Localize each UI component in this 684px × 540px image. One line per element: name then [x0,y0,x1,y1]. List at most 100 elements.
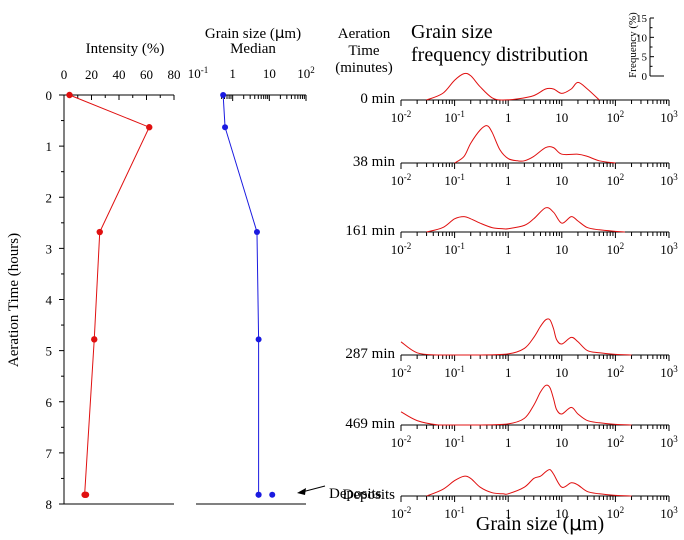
distribution-tick-label: 10-2 [391,434,412,450]
intensity-point [91,336,98,343]
distribution-tick-label: 102 [607,505,625,521]
time-tick-label: 3 [46,241,53,256]
distribution-tick-label: 102 [607,241,625,257]
distribution-row-label: 38 min [353,154,396,170]
distribution-curve [400,384,632,426]
median-tick-label: 1 [229,66,236,81]
distribution-curve [426,207,625,233]
time-tick-label: 5 [46,344,53,359]
intensity-point [66,91,73,99]
time-tick-label: 2 [46,190,53,205]
intensity-point [146,124,153,131]
intensity-tick-label: 0 [61,67,68,82]
distribution-tick-label: 1 [505,506,512,521]
distribution-tick-label: 1 [505,242,512,257]
time-tick-label: 8 [46,497,53,512]
frequency-scale-tick-label: 10 [636,32,648,44]
median-point [222,124,229,131]
deposit-point [269,491,276,498]
distribution-tick-label: 103 [660,434,678,450]
median-point [255,336,262,343]
distribution-tick-label: 10-2 [391,109,412,125]
distribution-tick-label: 103 [660,172,678,188]
intensity-tick-label: 40 [113,67,126,82]
distribution-row-label: 0 min [360,91,395,107]
distribution-tick-label: 1 [505,173,512,188]
distribution-tick-label: 103 [660,505,678,521]
distribution-tick-label: 10 [555,173,568,188]
distribution-tick-label: 10-2 [391,241,412,257]
distribution-row-label: 287 min [345,346,395,362]
distribution-tick-label: 102 [607,109,625,125]
distribution-tick-label: 10-2 [391,505,412,521]
grain-size-axis-label: Grain size (μm) [476,511,604,535]
time-tick-label: 7 [46,446,53,461]
intensity-point [96,228,103,236]
frequency-scale: Frequency (%) 0 5 10 15 [627,12,664,83]
median-axis-label-line1: Grain size (μm) [205,24,301,42]
distribution-tick-label: 103 [660,109,678,125]
time-tick-label: 0 [46,88,53,103]
row-header-line3: (minutes) [335,60,393,76]
median-tick-label: 102 [297,65,315,81]
distribution-row: 10-2 10-1 1 10 102 103 Deposits [343,469,678,521]
deposit-point [255,491,262,498]
distribution-row: 10-2 10-1 1 10 102 103 38 min [353,125,678,188]
panel3-title-line1: Grain size [411,21,493,43]
distribution-tick-label: 10 [555,506,568,521]
median-tick-label: 10-1 [188,65,209,81]
distribution-row: 10-2 10-1 1 10 102 103 0 min [360,72,678,125]
deposits-arrow [297,485,326,495]
distribution-tick-label: 102 [607,364,625,380]
time-tick-label: 1 [46,139,53,154]
distribution-tick-label: 1 [505,365,512,380]
distribution-tick-label: 10-2 [391,172,412,188]
intensity-tick-label: 20 [85,67,98,82]
row-header-line2: Time [348,43,379,59]
intensity-panel: Intensity (%) Aeration Time (hours) 0 20 4… [6,41,181,512]
distribution-tick-label: 102 [607,434,625,450]
distribution-tick-label: 10-1 [444,241,465,257]
distribution-tick-label: 10-1 [444,364,465,380]
frequency-scale-tick-label: 5 [642,52,648,64]
intensity-tick-label: 60 [140,67,153,82]
distribution-tick-label: 103 [660,364,678,380]
distribution-tick-label: 10 [555,365,568,380]
distribution-row: 10-2 10-1 1 10 102 103 287 min [345,318,678,380]
deposits-annotation: Deposits [329,486,382,502]
median-grain-size-panel: Grain size (μm) Median 10-1 1 10 102 Deposi… [188,24,382,505]
distribution-tick-label: 102 [607,172,625,188]
distribution-tick-label: 10 [555,435,568,450]
median-point [220,92,227,98]
distribution-row: 10-2 10-1 1 10 102 103 469 min [345,384,678,450]
distribution-row: 10-2 10-1 1 10 102 103 161 min [345,207,678,257]
distribution-tick-label: 1 [505,435,512,450]
distribution-row-label: 469 min [345,416,395,432]
frequency-scale-label: Frequency (%) [627,12,639,78]
aeration-time-axis-label: Aeration Time (hours) [6,233,22,367]
distribution-curve [426,469,632,497]
intensity-tick-label: 80 [168,67,181,82]
median-tick-label: 10 [263,66,276,81]
distribution-row-label: 161 min [345,223,395,239]
distribution-tick-label: 10-1 [444,434,465,450]
distribution-tick-label: 103 [660,241,678,257]
time-tick-label: 6 [46,395,53,410]
median-series-line [222,94,260,495]
intensity-point [82,491,90,498]
intensity-series-line [69,94,150,496]
distribution-curve [400,318,632,356]
panel3-title-line2: frequency distribution [411,44,588,66]
row-header-line1: Aeration [338,26,391,42]
distribution-tick-label: 1 [505,110,512,125]
distribution-row-label: Deposits [343,487,396,503]
median-point [253,229,260,236]
distribution-tick-label: 10 [555,110,568,125]
distribution-tick-label: 10-1 [444,109,465,125]
distribution-tick-label: 10-1 [444,505,465,521]
frequency-scale-tick-label: 0 [642,71,648,83]
distribution-tick-label: 10-2 [391,364,412,380]
distribution-tick-label: 10-1 [444,172,465,188]
distribution-curve [426,72,600,101]
